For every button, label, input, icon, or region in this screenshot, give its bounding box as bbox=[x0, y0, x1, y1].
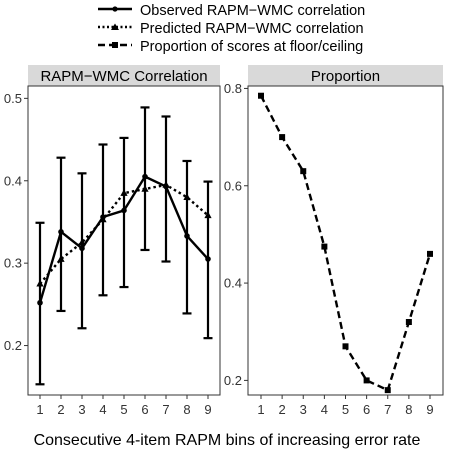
y-tick-label-correlation-0: 0.2 bbox=[4, 338, 22, 353]
y-axis-proportion: 0.2 0.4 0.6 0.8 bbox=[224, 81, 248, 388]
legend-swatch-observed-marker bbox=[112, 6, 118, 12]
point-square-proportion-1 bbox=[258, 92, 264, 99]
x-tick-label-correlation-1: 2 bbox=[57, 402, 64, 417]
point-triangle-correlation-7 bbox=[162, 180, 170, 188]
point-triangle-correlation-1 bbox=[36, 279, 44, 287]
point-circle-correlation-9 bbox=[205, 256, 211, 262]
x-tick-label-correlation-3: 4 bbox=[99, 402, 106, 417]
point-triangle-correlation-8 bbox=[183, 193, 191, 201]
legend-swatch-predicted-marker bbox=[111, 23, 119, 30]
x-tick-label-proportion-0: 1 bbox=[257, 402, 264, 417]
y-axis-correlation: 0.2 0.3 0.4 0.5 bbox=[4, 91, 28, 353]
point-triangle-correlation-2 bbox=[57, 255, 65, 262]
point-circle-correlation-5 bbox=[121, 207, 127, 214]
y-tick-label-correlation-3: 0.5 bbox=[4, 91, 22, 106]
series-markers-correlation bbox=[36, 173, 212, 306]
x-tick-label-correlation-4: 5 bbox=[120, 402, 127, 417]
x-tick-label-correlation-7: 8 bbox=[183, 402, 190, 417]
panel-proportion-title: Proportion bbox=[311, 68, 380, 85]
legend-label-observed: Observed RAPM−WMC correlation bbox=[140, 3, 365, 19]
x-tick-label-proportion-4: 5 bbox=[342, 402, 349, 417]
x-axis-label: Consecutive 4-item RAPM bins of increasi… bbox=[34, 432, 421, 449]
legend-label-predicted: Predicted RAPM−WMC correlation bbox=[140, 21, 364, 37]
point-triangle-correlation-5 bbox=[120, 189, 128, 196]
point-square-proportion-4 bbox=[321, 243, 328, 250]
y-tick-label-proportion-1: 0.4 bbox=[224, 276, 242, 291]
panel-proportion-strip bbox=[248, 65, 443, 86]
x-tick-label-proportion-3: 4 bbox=[321, 402, 328, 417]
x-tick-label-correlation-6: 7 bbox=[162, 402, 169, 417]
x-tick-label-correlation-5: 6 bbox=[141, 402, 148, 417]
point-triangle-correlation-9 bbox=[204, 211, 212, 219]
point-triangle-correlation-4 bbox=[99, 215, 107, 223]
x-tick-label-correlation-2: 3 bbox=[78, 402, 85, 417]
point-circle-correlation-1 bbox=[37, 299, 43, 306]
series-markers-proportion bbox=[258, 92, 433, 394]
x-tick-label-proportion-5: 6 bbox=[363, 402, 370, 417]
point-triangle-correlation-6 bbox=[141, 185, 149, 192]
y-tick-label-correlation-2: 0.4 bbox=[4, 173, 22, 188]
panel-correlation-title: RAPM−WMC Correlation bbox=[40, 68, 207, 85]
point-circle-correlation-6 bbox=[142, 173, 148, 180]
x-tick-label-proportion-7: 8 bbox=[405, 402, 412, 417]
point-square-proportion-2 bbox=[279, 134, 286, 141]
x-tick-label-correlation-8: 9 bbox=[204, 402, 211, 417]
y-tick-label-proportion-3: 0.8 bbox=[224, 81, 242, 96]
x-tick-label-proportion-6: 7 bbox=[384, 402, 391, 417]
x-tick-label-proportion-1: 2 bbox=[279, 402, 286, 417]
legend-label-proportion: Proportion of scores at floor/ceiling bbox=[140, 39, 363, 55]
point-square-proportion-9 bbox=[427, 250, 433, 257]
legend: Observed RAPM−WMC correlation Predicted … bbox=[98, 3, 365, 55]
x-tick-label-proportion-2: 3 bbox=[300, 402, 307, 417]
point-square-proportion-5 bbox=[342, 343, 349, 350]
y-tick-label-proportion-2: 0.6 bbox=[224, 178, 242, 193]
legend-swatch-proportion-marker bbox=[112, 42, 118, 48]
point-square-proportion-8 bbox=[405, 319, 412, 326]
series-line-triangle-correlation bbox=[39, 183, 209, 285]
x-tick-label-proportion-8: 9 bbox=[426, 402, 433, 417]
y-tick-label-proportion-0: 0.2 bbox=[224, 373, 242, 388]
point-square-proportion-6 bbox=[363, 377, 370, 384]
point-circle-correlation-8 bbox=[184, 233, 190, 239]
x-tick-label-correlation-0: 1 bbox=[36, 402, 43, 417]
point-triangle-correlation-3 bbox=[78, 238, 86, 246]
point-circle-correlation-2 bbox=[58, 229, 64, 235]
point-square-proportion-7 bbox=[384, 387, 391, 394]
panel-correlation-strip bbox=[28, 65, 220, 86]
point-square-proportion-3 bbox=[300, 168, 307, 175]
y-tick-label-correlation-1: 0.3 bbox=[4, 256, 22, 271]
point-circle-correlation-3 bbox=[79, 245, 85, 252]
